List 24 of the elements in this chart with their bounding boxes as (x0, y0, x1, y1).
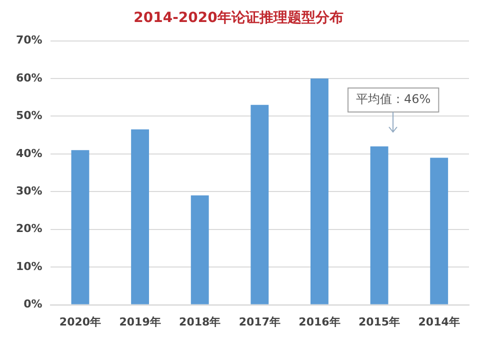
x-tick-label: 2017年 (238, 315, 280, 328)
bar (310, 78, 328, 304)
y-tick-label: 20% (16, 222, 42, 236)
x-tick-label: 2020年 (59, 315, 102, 328)
y-tick-label: 40% (16, 146, 42, 160)
y-tick-label: 0% (24, 298, 42, 311)
x-tick-label: 2016年 (298, 315, 340, 328)
bar (250, 104, 269, 304)
bar (430, 158, 448, 304)
bar (190, 195, 209, 304)
y-tick-label: 50% (16, 109, 42, 122)
x-tick-label: 2014年 (418, 315, 460, 328)
y-tick-label: 70% (16, 34, 42, 47)
bar (131, 129, 150, 304)
bar (71, 150, 90, 304)
x-tick-label: 2018年 (179, 315, 221, 328)
y-tick-label: 60% (16, 71, 42, 84)
annotation: 平均值：46% (356, 92, 431, 106)
x-tick-label: 2019年 (119, 315, 161, 328)
chart-title: 2014-2020年论证推理题型分布 (134, 10, 344, 26)
bar (370, 146, 388, 304)
y-tick-label: 10% (16, 260, 42, 273)
y-tick-label: 30% (16, 184, 42, 198)
x-tick-label: 2015年 (358, 315, 400, 328)
